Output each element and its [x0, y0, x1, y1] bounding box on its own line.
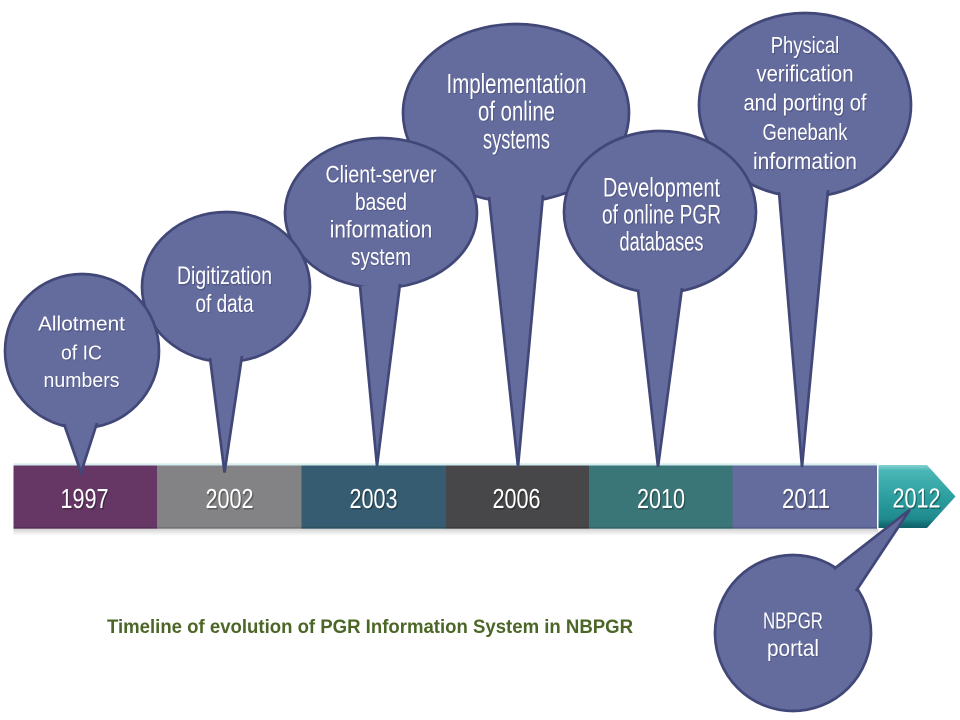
svg-text:2011: 2011 — [783, 484, 831, 515]
svg-text:of online: of online — [479, 97, 556, 128]
svg-text:Development: Development — [603, 172, 720, 202]
svg-text:NBPGR: NBPGR — [764, 609, 824, 635]
svg-text:and porting of: and porting of — [745, 91, 868, 117]
svg-text:2010: 2010 — [638, 484, 686, 515]
svg-text:Digitization: Digitization — [177, 262, 272, 290]
svg-text:Genebank: Genebank — [763, 119, 848, 145]
svg-text:databases: databases — [621, 228, 705, 258]
svg-text:of online: of online — [478, 95, 555, 126]
svg-text:NBPGR: NBPGR — [763, 608, 823, 634]
svg-text:1997: 1997 — [61, 483, 109, 514]
svg-text:Implementation: Implementation — [447, 68, 587, 99]
svg-text:of IC: of IC — [61, 341, 102, 364]
svg-text:2006: 2006 — [493, 483, 541, 514]
svg-text:of data: of data — [197, 291, 255, 319]
svg-text:Client-server: Client-server — [326, 162, 437, 189]
svg-text:Physical: Physical — [771, 32, 840, 58]
svg-text:2002: 2002 — [206, 483, 254, 514]
svg-text:2002: 2002 — [207, 484, 255, 515]
svg-text:of IC: of IC — [62, 343, 103, 366]
svg-text:of online PGR: of online PGR — [602, 200, 721, 230]
svg-text:and porting of: and porting of — [744, 90, 867, 116]
svg-text:verification: verification — [758, 62, 855, 88]
svg-text:Genebank: Genebank — [764, 120, 849, 146]
svg-text:Allotment: Allotment — [38, 313, 125, 336]
svg-text:Allotment: Allotment — [39, 314, 126, 337]
svg-text:system: system — [352, 245, 412, 272]
svg-text:Development: Development — [604, 174, 721, 204]
svg-text:systems: systems — [483, 124, 550, 155]
svg-text:numbers: numbers — [45, 370, 121, 393]
svg-text:verification: verification — [757, 60, 854, 86]
svg-text:Implementation: Implementation — [448, 69, 588, 100]
svg-text:Physical: Physical — [772, 33, 841, 59]
svg-text:systems: systems — [484, 125, 551, 156]
svg-text:information: information — [330, 217, 433, 244]
svg-text:of data: of data — [196, 290, 254, 318]
svg-text:portal: portal — [768, 636, 820, 662]
svg-text:portal: portal — [767, 635, 819, 661]
svg-text:Timeline of evolution of PGR I: Timeline of evolution of PGR Information… — [107, 616, 633, 638]
svg-text:information: information — [331, 218, 434, 245]
svg-text:2003: 2003 — [351, 484, 399, 515]
svg-text:system: system — [351, 244, 411, 271]
svg-text:2012: 2012 — [893, 482, 941, 513]
svg-text:Digitization: Digitization — [178, 263, 273, 291]
svg-text:numbers: numbers — [44, 369, 120, 392]
svg-text:1997: 1997 — [62, 484, 110, 515]
svg-text:Client-server: Client-server — [327, 163, 438, 190]
svg-text:of online PGR: of online PGR — [603, 201, 722, 231]
svg-text:information: information — [754, 149, 858, 175]
svg-text:2003: 2003 — [350, 483, 398, 514]
svg-text:2011: 2011 — [782, 483, 830, 514]
svg-text:2006: 2006 — [494, 484, 542, 515]
svg-text:based: based — [356, 190, 408, 217]
svg-text:databases: databases — [620, 227, 704, 257]
svg-text:based: based — [355, 189, 407, 216]
svg-text:2010: 2010 — [637, 483, 685, 514]
svg-text:information: information — [753, 148, 857, 174]
svg-text:2012: 2012 — [894, 484, 942, 515]
